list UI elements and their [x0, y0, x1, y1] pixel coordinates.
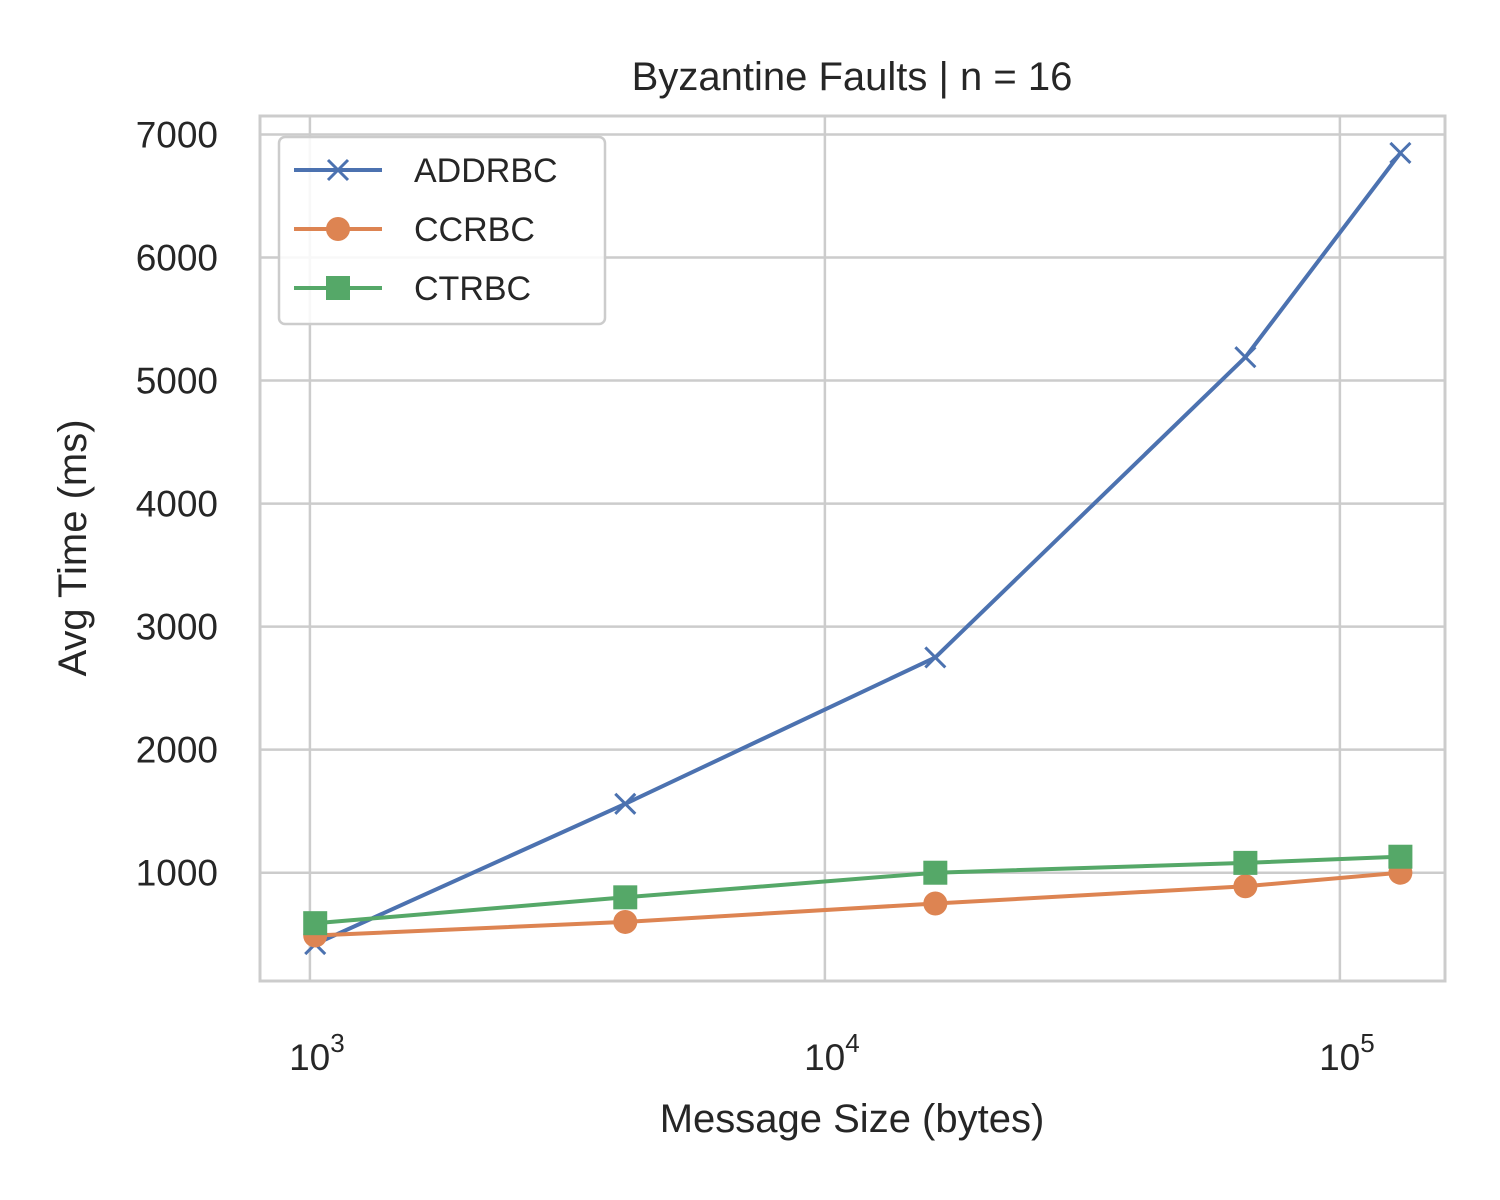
y-tick-label: 3000 [136, 607, 218, 648]
data-point [614, 792, 637, 815]
x-tick-label: 104 [804, 1028, 860, 1078]
legend-marker [326, 276, 350, 300]
x-axis-label: Message Size (bytes) [660, 1097, 1045, 1141]
plot-frame [258, 114, 1447, 983]
data-point [1233, 850, 1258, 875]
data-point [1234, 346, 1257, 369]
legend-label: CCRBC [414, 211, 535, 249]
y-tick-label: 2000 [136, 730, 218, 771]
y-tick-label: 1000 [136, 853, 218, 894]
data-point [1233, 874, 1258, 899]
grid [260, 116, 1445, 981]
x-tick-label: 103 [289, 1028, 345, 1078]
legend-marker [326, 217, 350, 241]
y-tick-label: 5000 [136, 361, 218, 402]
tick-labels: 103 104 105 1000 2000 3000 4000 5000 6000 7000 [136, 114, 1375, 1078]
chart-title: Byzantine Faults | n = 16 [632, 55, 1073, 99]
data-point [303, 911, 328, 936]
legend-marker [326, 158, 350, 182]
legend-item-ctrbc: CTRBC [294, 270, 531, 308]
legend-label: ADDRBC [414, 152, 558, 190]
series-ctrbc [303, 844, 1413, 936]
y-tick-label: 6000 [136, 238, 218, 279]
data-point [924, 646, 947, 669]
legend-item-ccrbc: CCRBC [294, 211, 535, 249]
data-point [1388, 844, 1413, 869]
data-point [923, 891, 948, 916]
y-tick-label: 7000 [136, 114, 218, 155]
series-layer [303, 141, 1413, 956]
legend-label: CTRBC [414, 270, 531, 308]
data-point [613, 909, 638, 934]
y-axis-label: Avg Time (ms) [51, 419, 95, 676]
legend-item-addrbc: ADDRBC [294, 152, 558, 190]
legend-box [277, 135, 607, 326]
y-tick-label: 4000 [136, 484, 218, 525]
legend: ADDRBC CCRBC CTRBC [277, 135, 607, 326]
data-point [923, 860, 948, 885]
x-tick-label: 105 [1319, 1028, 1375, 1078]
data-point [1389, 141, 1412, 164]
data-point [613, 885, 638, 910]
